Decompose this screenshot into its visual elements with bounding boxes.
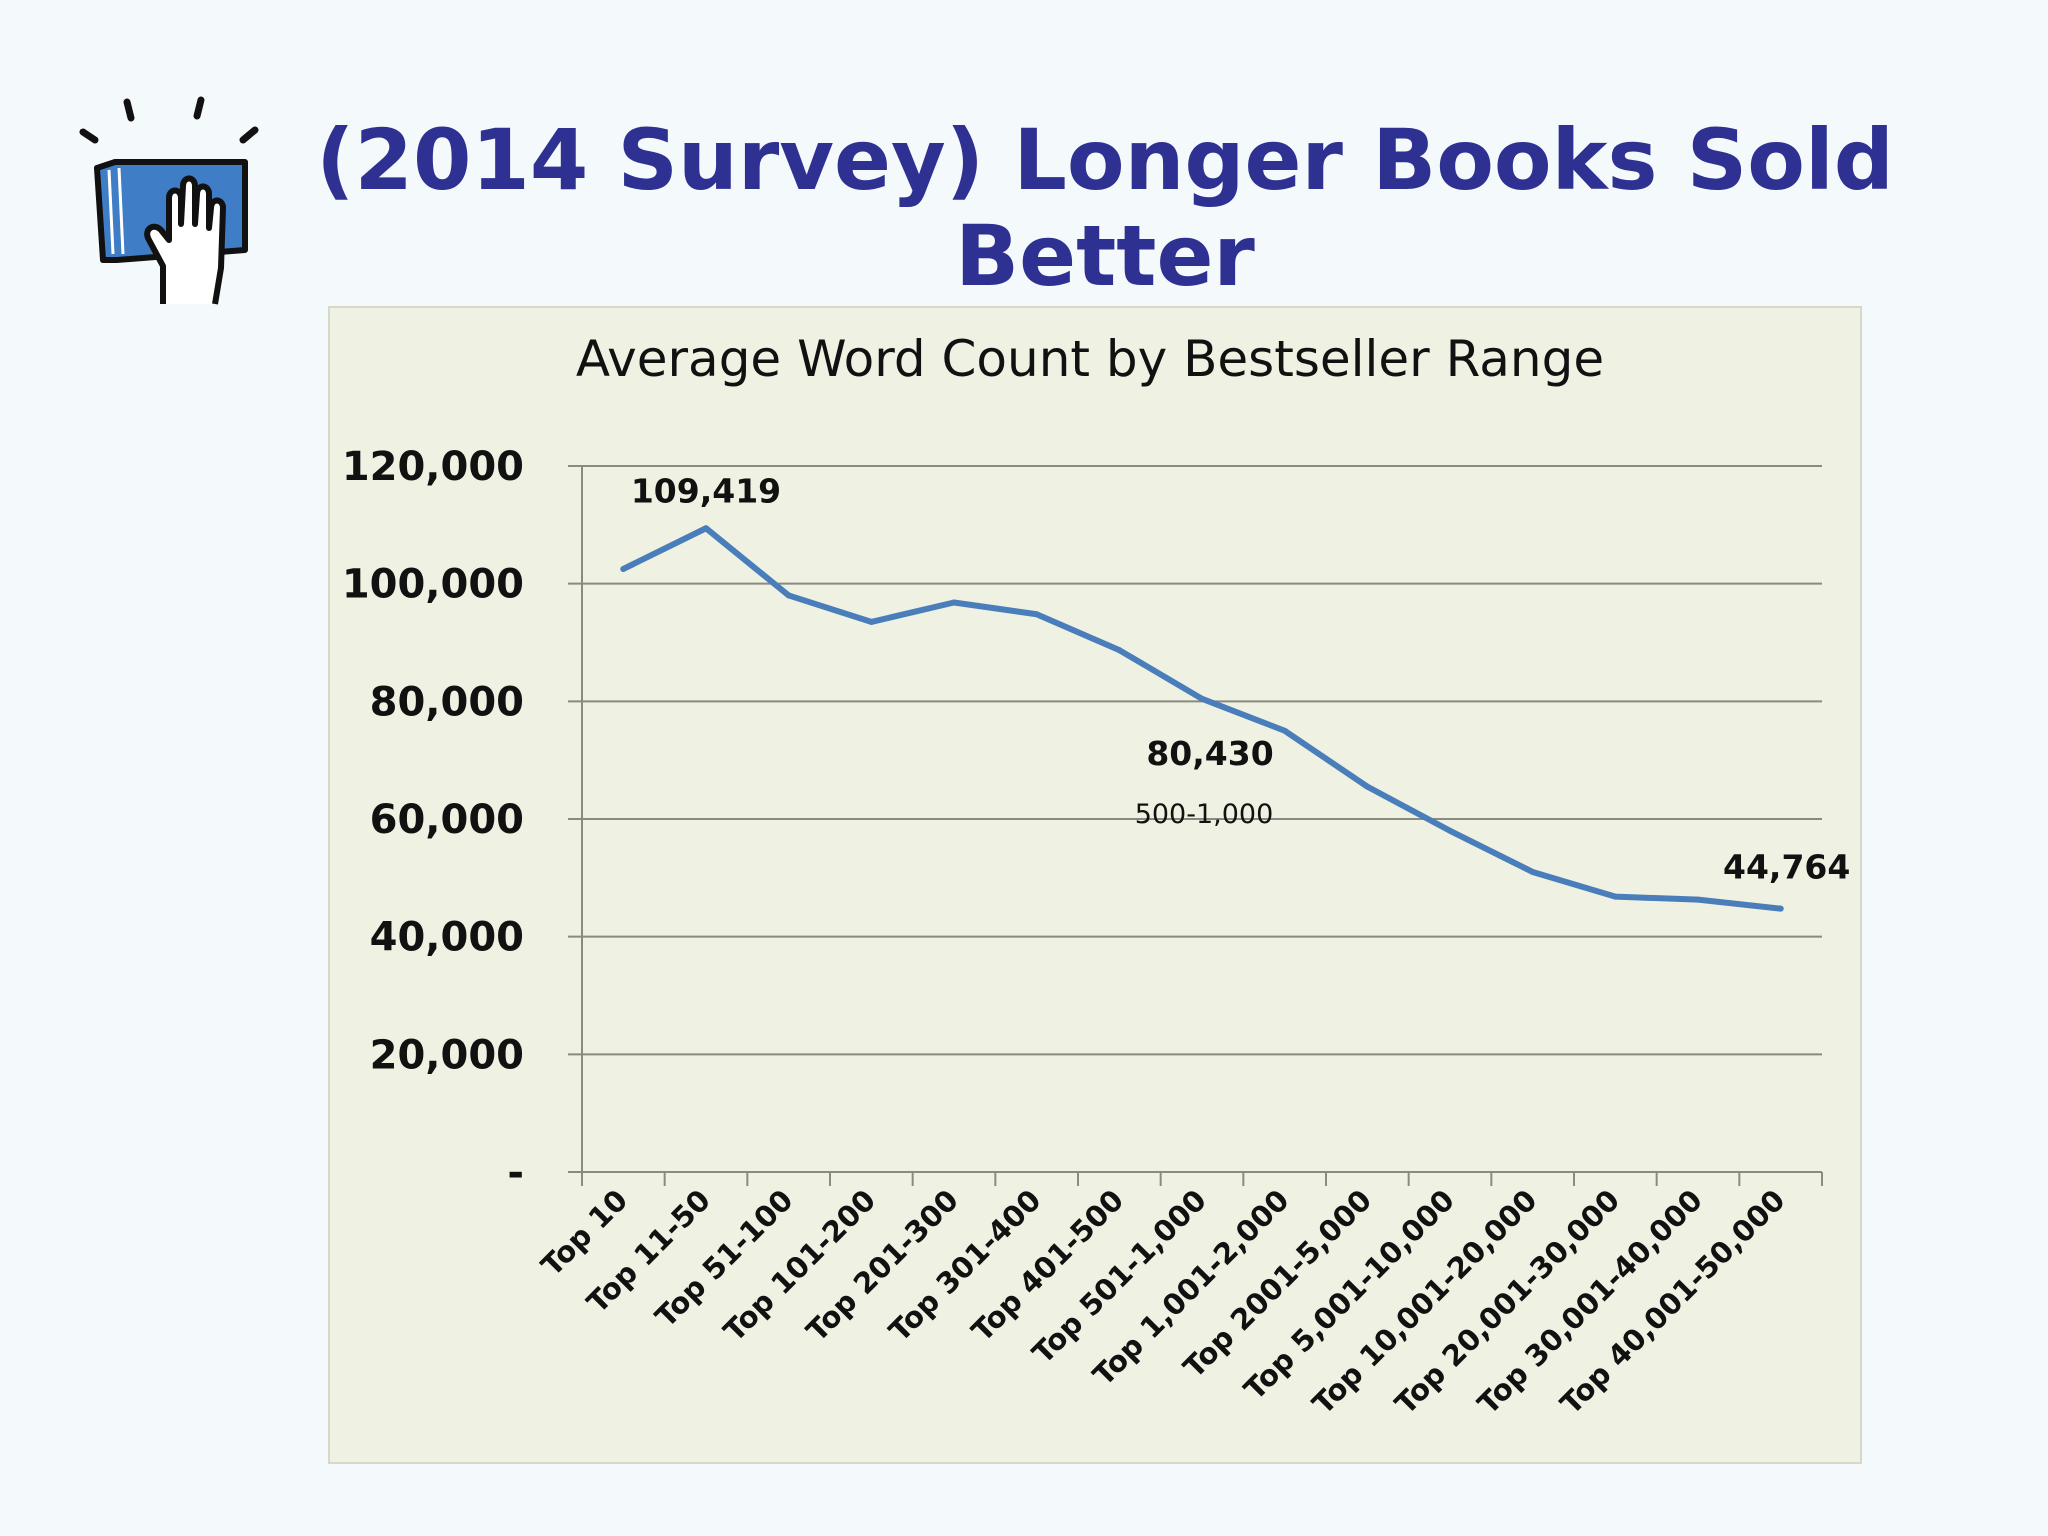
data-point — [703, 525, 709, 532]
data-point — [785, 592, 792, 599]
data-point — [951, 599, 957, 606]
data-point — [1281, 727, 1288, 734]
data-point — [1199, 695, 1205, 702]
y-tick-label: 60,000 — [370, 797, 524, 843]
data-point — [1777, 905, 1784, 912]
y-tick-label: - — [507, 1150, 524, 1196]
line-chart: Average Word Count by Bestseller Range -… — [342, 330, 1851, 1421]
data-label: 44,764 — [1723, 848, 1850, 887]
data-label: 109,419 — [631, 471, 781, 510]
data-point — [1447, 827, 1453, 834]
slide-title: (2014 Survey) Longer Books Sold Better — [316, 111, 1894, 305]
data-point — [1695, 896, 1701, 903]
chart-title: Average Word Count by Bestseller Range — [576, 330, 1604, 388]
data-point — [1116, 647, 1123, 654]
data-point — [620, 565, 627, 572]
series-line — [620, 525, 1784, 912]
chart-panel: Average Word Count by Bestseller Range -… — [328, 306, 1862, 1464]
hand-on-book-icon — [45, 90, 295, 310]
y-tick-label: 80,000 — [370, 679, 524, 725]
data-point — [868, 618, 875, 625]
y-tick-label: 100,000 — [342, 562, 524, 608]
data-point — [1529, 868, 1536, 875]
data-label: 80,430 — [1146, 734, 1273, 773]
data-point — [1364, 783, 1371, 790]
y-tick-label: 40,000 — [370, 915, 524, 961]
y-tick-label: 120,000 — [342, 444, 524, 490]
data-point — [1612, 893, 1619, 900]
data-point — [1033, 611, 1040, 618]
data-label-note: 500-1,000 — [1135, 799, 1274, 830]
y-tick-label: 20,000 — [370, 1032, 524, 1078]
